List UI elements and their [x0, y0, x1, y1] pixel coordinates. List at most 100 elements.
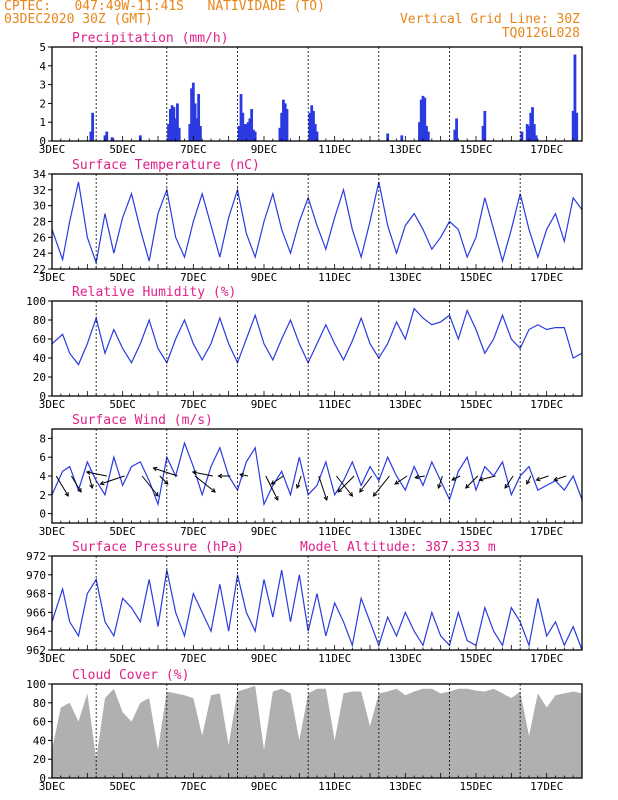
- x-tick-label: 11DEC: [318, 780, 351, 793]
- y-tick-label: 40: [33, 734, 46, 747]
- precip-bar: [400, 135, 404, 141]
- header-grid-note: Vertical Grid Line: 30Z: [399, 12, 580, 27]
- data-group-pressure: [52, 569, 582, 650]
- x-tick-label: 13DEC: [389, 525, 422, 538]
- wind-vector: [100, 475, 125, 485]
- panel-frame: [51, 555, 583, 651]
- x-tick-label: 5DEC: [109, 143, 136, 156]
- wind-vector: [192, 471, 213, 477]
- precip-bar: [481, 125, 485, 141]
- precip-bar: [167, 124, 170, 141]
- precip-bar: [529, 112, 533, 141]
- panel-title: Surface Temperature (nC): [72, 158, 260, 173]
- precip-bar: [426, 131, 430, 141]
- precip-bar: [418, 122, 421, 141]
- x-tick-label: 3DEC: [39, 652, 66, 665]
- y-tick-label: 0: [39, 772, 46, 785]
- header-location: CPTEC: 047:49W-11:41S NATIVIDADE (TO): [4, 0, 325, 14]
- wind-vector-head: [89, 483, 94, 490]
- y-tick-label: 60: [33, 716, 46, 729]
- data-group-wind: [52, 441, 582, 507]
- wind-series-line: [52, 441, 582, 507]
- y-tick-label: 2: [39, 489, 46, 502]
- y-tick-label: 970: [26, 569, 46, 582]
- x-tick-label: 15DEC: [459, 398, 492, 411]
- precip-bar: [176, 103, 179, 141]
- precip-bar: [421, 95, 425, 141]
- precip-bar: [253, 131, 257, 141]
- y-tick-label: 5: [39, 41, 46, 54]
- wind-vector-head: [211, 488, 216, 493]
- precip-bar: [105, 131, 109, 141]
- wind-vector: [553, 475, 567, 481]
- wind-vector-head: [359, 487, 364, 493]
- precip-bar: [308, 112, 312, 141]
- wind-vector-head: [323, 495, 328, 501]
- x-tick-label: 3DEC: [39, 525, 66, 538]
- wind-vector: [71, 475, 82, 493]
- precip-bar: [531, 107, 534, 141]
- wind-vector-head: [465, 484, 470, 489]
- precip-bar: [188, 124, 192, 141]
- wind-vector-head: [526, 479, 531, 485]
- y-tick-label: 966: [26, 606, 46, 619]
- x-tick-label: 7DEC: [180, 525, 207, 538]
- y-tick-label: 22: [33, 263, 46, 276]
- x-tick-label: 17DEC: [530, 780, 563, 793]
- wind-vector: [373, 475, 390, 497]
- wind-vector: [86, 471, 107, 477]
- y-tick-label: 80: [33, 314, 46, 327]
- wind-vector-head: [99, 480, 105, 486]
- precip-bar: [110, 137, 114, 141]
- x-tick-label: 11DEC: [318, 271, 351, 284]
- wind-vector: [359, 475, 373, 493]
- wind-vector-head: [414, 474, 420, 480]
- y-tick-label: 3: [39, 79, 46, 92]
- x-tick-label: 9DEC: [251, 525, 278, 538]
- x-tick-label: 15DEC: [459, 780, 492, 793]
- panel-title: Surface Pressure (hPa): [72, 540, 244, 555]
- x-tick-label: 13DEC: [389, 652, 422, 665]
- wind-vector-head: [274, 495, 279, 501]
- precip-bar: [177, 127, 181, 141]
- header-datetime: 03DEC2020 30Z (GMT): [4, 12, 153, 27]
- precip-bar: [425, 125, 428, 141]
- x-tick-label: 7DEC: [180, 271, 207, 284]
- wind-vector-head: [394, 480, 400, 485]
- precip-bar: [174, 118, 178, 141]
- precip-bar: [527, 125, 531, 141]
- wind-vector: [318, 475, 328, 501]
- panel-cloud: 0 20 40 60 80 100 3DEC 5DEC 7DEC 9DEC 11DEC 13DEC 15…: [26, 668, 583, 793]
- x-tick-label: 13DEC: [389, 271, 422, 284]
- x-tick-label: 9DEC: [251, 143, 278, 156]
- precip-bar: [483, 110, 487, 141]
- panel-title: Precipitation (mm/h): [72, 31, 229, 46]
- precip-bar: [91, 112, 95, 141]
- precip-bar: [534, 135, 538, 141]
- data-group-precip: [89, 54, 579, 141]
- x-tick-label: 15DEC: [459, 652, 492, 665]
- precip-bar: [190, 88, 193, 141]
- y-tick-label: 20: [33, 371, 46, 384]
- x-tick-label: 7DEC: [180, 652, 207, 665]
- y-tick-label: 4: [39, 60, 46, 73]
- y-tick-label: 968: [26, 588, 46, 601]
- cloud-cover-area: [52, 685, 582, 778]
- x-tick-label: 7DEC: [180, 143, 207, 156]
- wind-vector-head: [191, 470, 197, 475]
- y-tick-label: 80: [33, 697, 46, 710]
- precip-bar: [575, 112, 579, 141]
- precip-bar: [313, 124, 317, 141]
- y-tick-label: 32: [33, 184, 46, 197]
- y-tick-label: 20: [33, 753, 46, 766]
- precip-bar: [282, 99, 285, 141]
- wind-vector: [240, 473, 249, 477]
- x-tick-label: 3DEC: [39, 398, 66, 411]
- precip-bar: [455, 118, 458, 141]
- precip-bar: [525, 124, 529, 141]
- wind-vector-head: [152, 466, 158, 472]
- precip-bar: [168, 109, 172, 141]
- wind-vector: [337, 475, 355, 493]
